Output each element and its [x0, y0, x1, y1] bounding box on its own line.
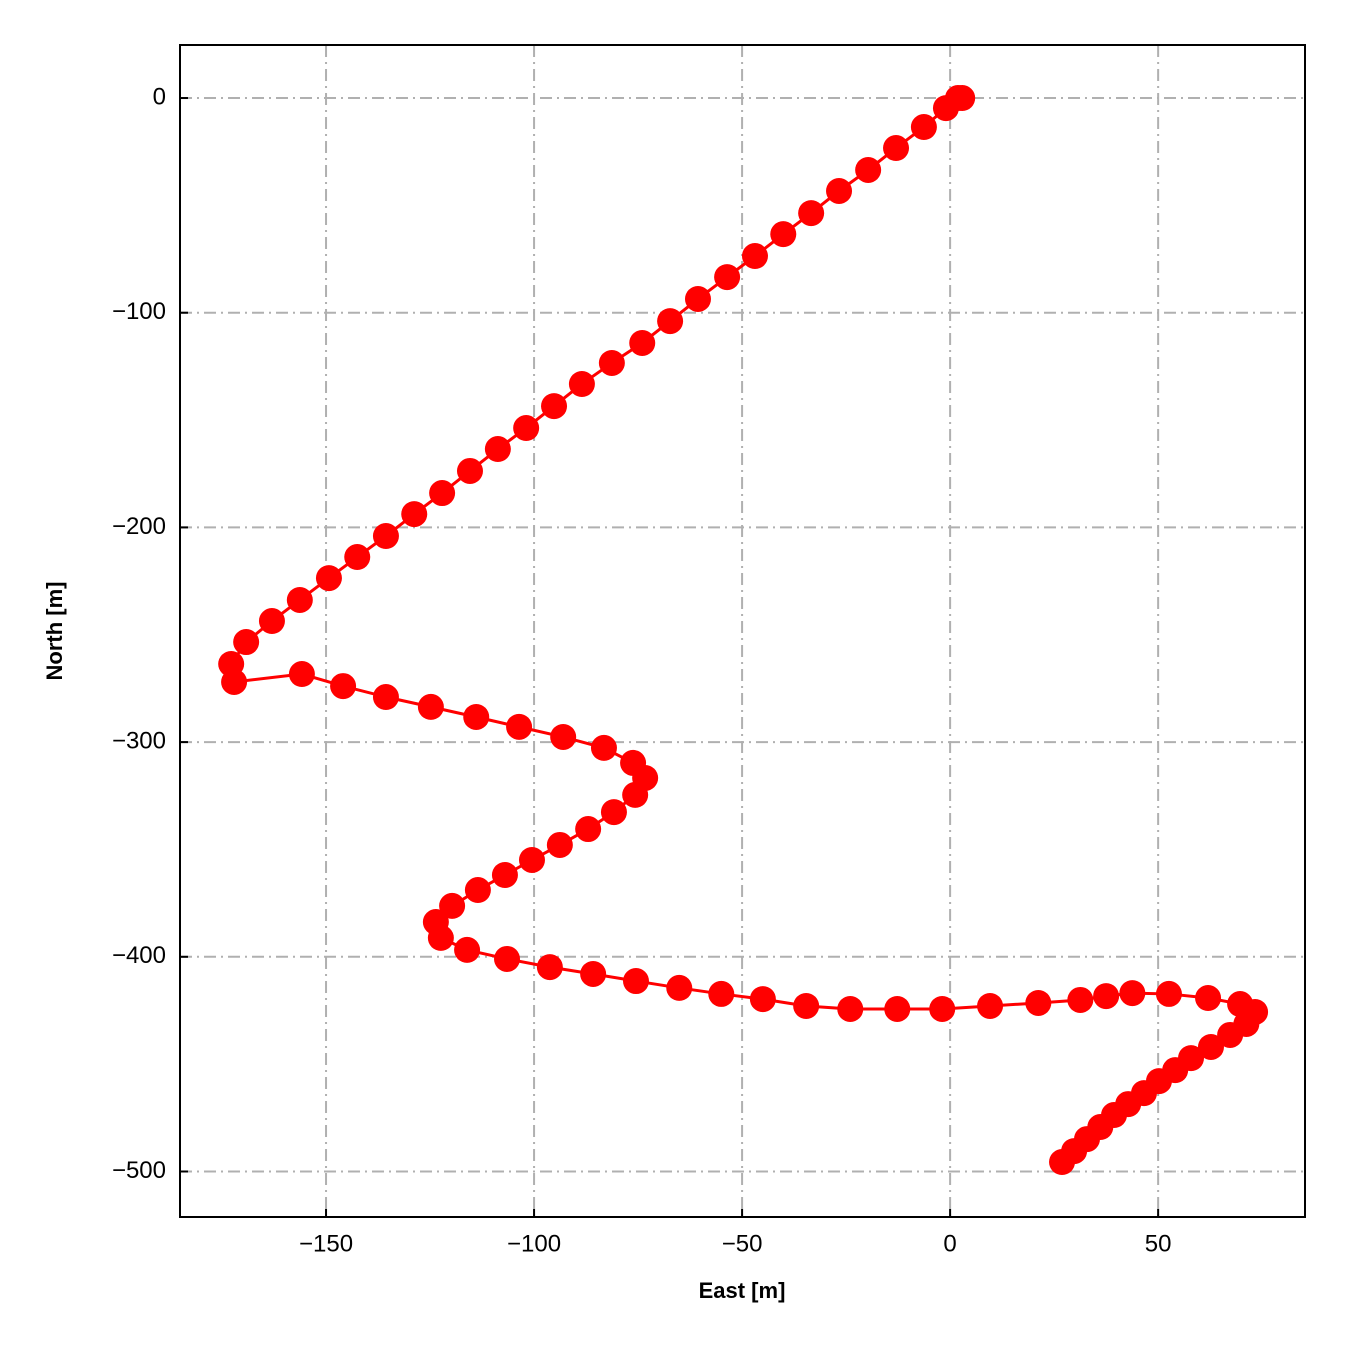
point [1093, 983, 1120, 1010]
point [798, 200, 825, 227]
point [439, 892, 466, 919]
point [575, 816, 602, 843]
point [288, 661, 315, 688]
point [1119, 980, 1146, 1007]
y-tick-label: −100 [112, 298, 166, 325]
point [977, 992, 1004, 1019]
point [932, 95, 959, 122]
point [330, 673, 357, 700]
point [372, 522, 399, 549]
point [826, 177, 853, 204]
point [221, 668, 248, 695]
y-tick-label: 0 [153, 83, 166, 110]
point [401, 501, 428, 528]
point [417, 693, 444, 720]
point [506, 713, 533, 740]
point [463, 703, 490, 730]
x-tick-label: 50 [1145, 1230, 1172, 1257]
point [315, 565, 342, 592]
x-tick-label: −100 [507, 1230, 561, 1257]
point [1067, 986, 1094, 1013]
point [518, 846, 545, 873]
point [454, 936, 481, 963]
point [456, 457, 483, 484]
point [837, 995, 864, 1022]
point [258, 608, 285, 635]
x-axis-label: East [m] [699, 1278, 786, 1303]
y-axis-label: North [m] [42, 582, 67, 681]
point [600, 799, 627, 826]
x-tick-label: −50 [722, 1230, 763, 1257]
point [372, 684, 399, 711]
point [580, 960, 607, 987]
point [929, 995, 956, 1022]
point [464, 877, 491, 904]
point [770, 221, 797, 248]
y-tick-label: −400 [112, 942, 166, 969]
point [884, 995, 911, 1022]
point [541, 393, 568, 420]
point [622, 968, 649, 995]
x-tick-label: −150 [299, 1230, 353, 1257]
point [1155, 980, 1182, 1007]
point [622, 781, 649, 808]
y-tick-label: −300 [112, 727, 166, 754]
point [793, 992, 820, 1019]
x-tick-label: 0 [943, 1230, 956, 1257]
point [714, 264, 741, 291]
y-tick-label: −200 [112, 513, 166, 540]
point [1049, 1149, 1076, 1176]
point [1217, 1021, 1244, 1048]
point [427, 924, 454, 951]
point [629, 329, 656, 356]
point [741, 243, 768, 270]
point [708, 980, 735, 1007]
point [286, 586, 313, 613]
point [910, 114, 937, 141]
point [1197, 1033, 1224, 1060]
y-tick-label: −500 [112, 1157, 166, 1184]
point [657, 308, 684, 335]
point [546, 831, 573, 858]
point [429, 480, 456, 507]
point [568, 370, 595, 397]
point [590, 734, 617, 761]
point [749, 986, 776, 1013]
point [684, 285, 711, 312]
point [598, 349, 625, 376]
point [513, 415, 540, 442]
point [1195, 985, 1222, 1012]
point [1025, 989, 1052, 1016]
point [855, 156, 882, 183]
point [494, 945, 521, 972]
point [550, 723, 577, 750]
point [344, 544, 371, 571]
point [233, 629, 260, 656]
point [666, 974, 693, 1001]
point [484, 436, 511, 463]
point [883, 135, 910, 162]
point [536, 954, 563, 981]
plot-frame [179, 44, 1306, 1218]
point [491, 861, 518, 888]
